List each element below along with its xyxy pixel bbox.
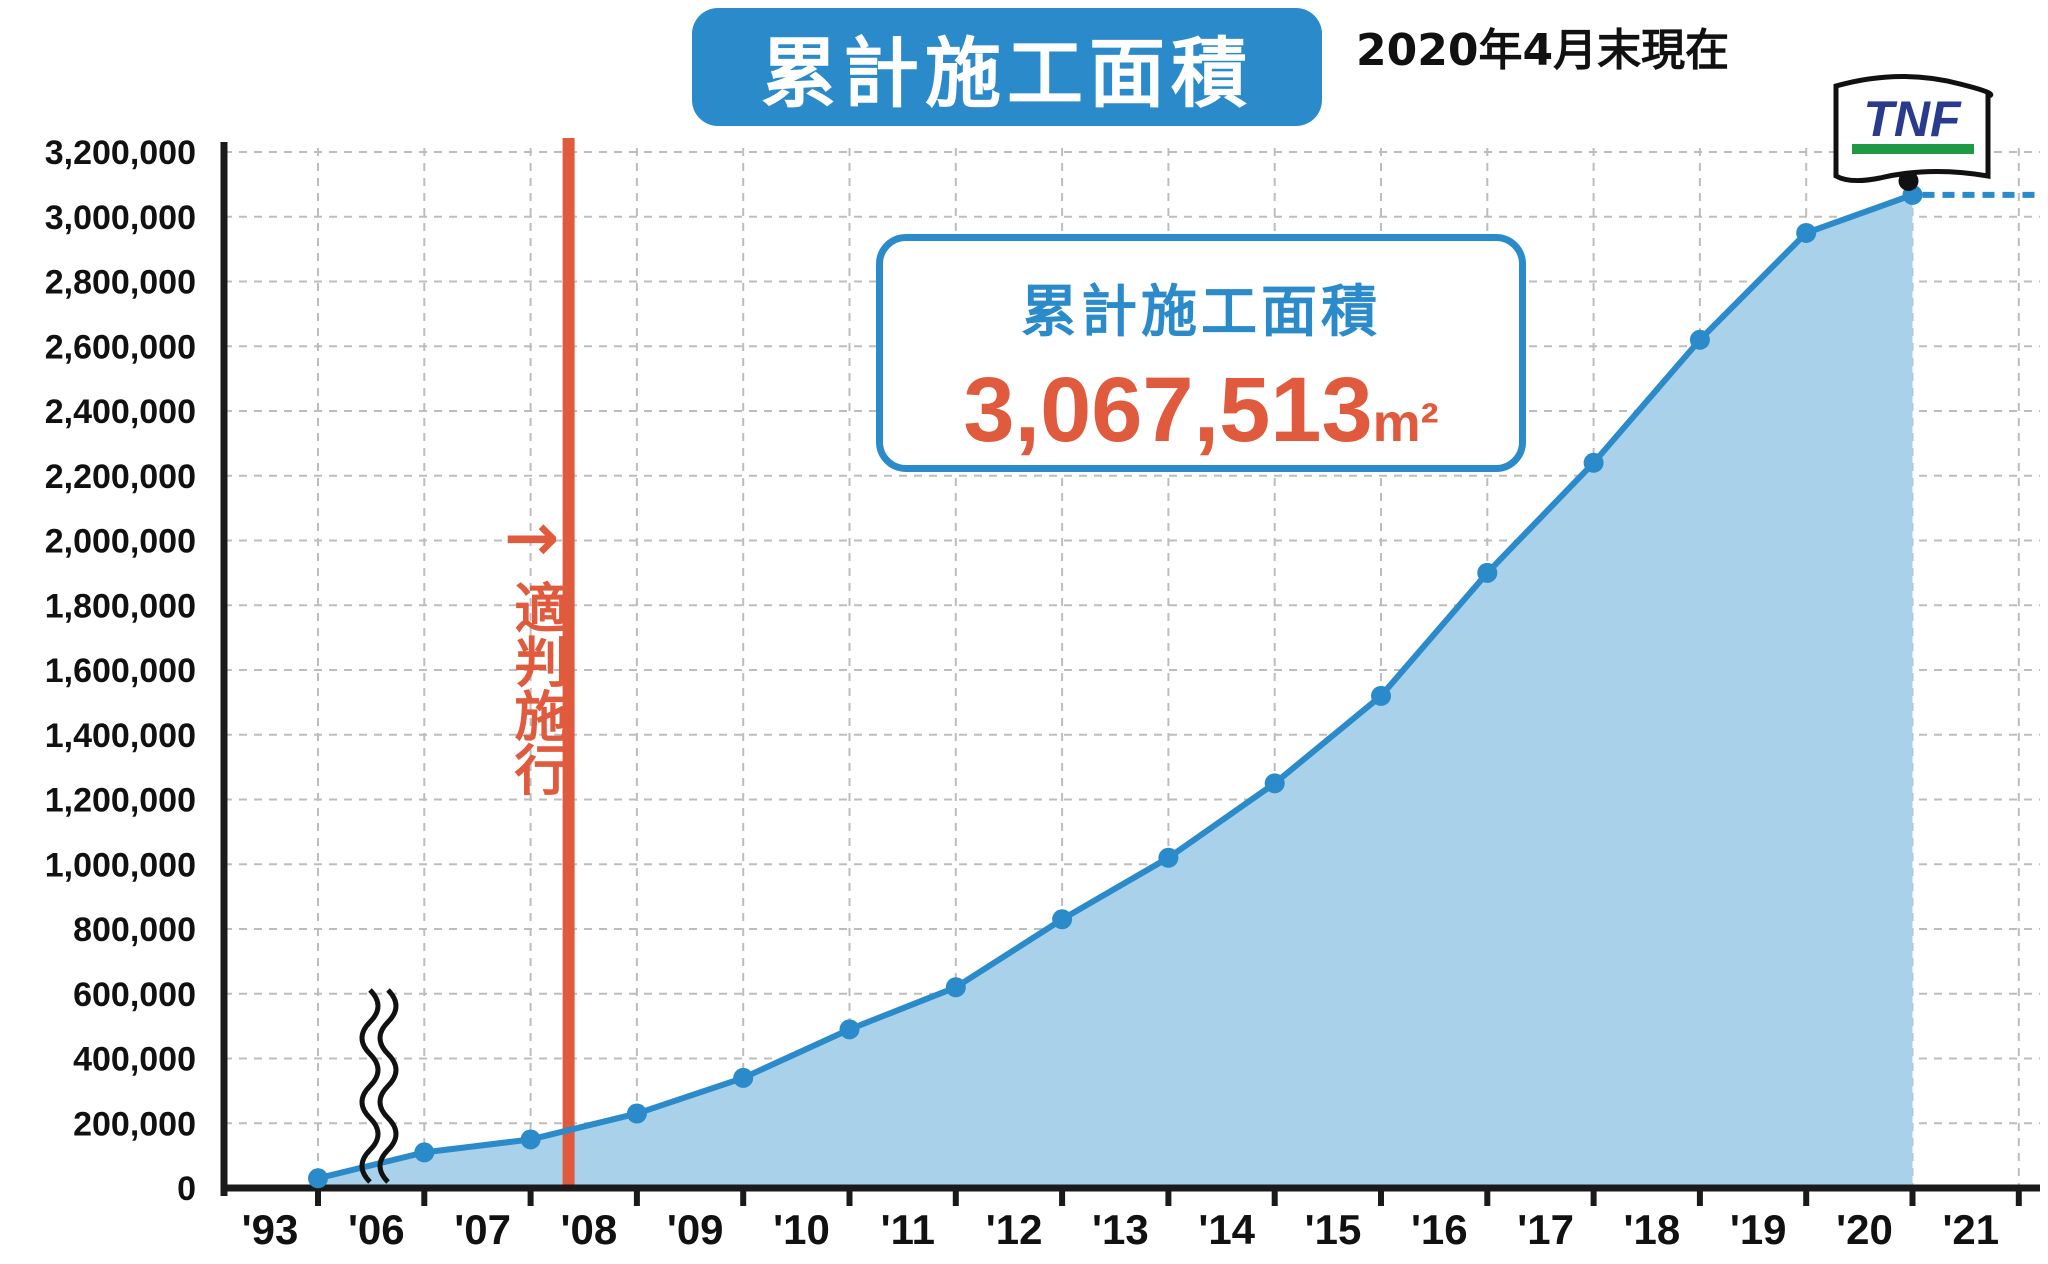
data-point — [839, 1019, 860, 1040]
as-of-date: 2020年4月末現在 — [1356, 25, 1730, 76]
x-tick-label: '10 — [773, 1206, 830, 1253]
tnf-logo-text: TNF — [1863, 91, 1962, 147]
x-tick-label: '16 — [1411, 1206, 1468, 1253]
data-point — [626, 1103, 647, 1124]
area-fill-shape — [318, 194, 1913, 1188]
y-tick-label: 1,800,000 — [45, 587, 196, 625]
x-tick-label: '06 — [348, 1206, 405, 1253]
axis-break-mark — [359, 988, 381, 1184]
data-point — [1158, 847, 1179, 868]
data-point — [1371, 685, 1391, 706]
y-tick-label: 3,000,000 — [45, 199, 196, 237]
x-tick-label: '08 — [561, 1206, 618, 1253]
x-tick-label: '17 — [1517, 1206, 1574, 1253]
y-tick-label: 600,000 — [73, 976, 196, 1014]
y-tick-label: 2,400,000 — [45, 393, 196, 431]
total-callout: 累計施工面積 3,067,513m² — [876, 234, 1526, 472]
callout-unit: m² — [1372, 393, 1439, 453]
y-tick-label: 400,000 — [73, 1041, 196, 1079]
callout-value: 3,067,513 — [963, 359, 1373, 461]
data-point — [1264, 773, 1285, 794]
x-tick-label: '21 — [1942, 1206, 1999, 1253]
x-tick-label: '14 — [1198, 1206, 1255, 1253]
data-point — [1052, 909, 1073, 930]
data-point — [1583, 452, 1604, 473]
data-point — [1689, 329, 1710, 350]
chart-title: 累計施工面積 — [761, 29, 1253, 118]
y-tick-label: 1,200,000 — [45, 782, 196, 820]
y-tick-label: 0 — [177, 1170, 196, 1208]
series-line-group — [317, 191, 2040, 1182]
data-point — [414, 1142, 435, 1163]
y-tick-label: 2,200,000 — [45, 458, 196, 496]
x-tick-label: '09 — [667, 1206, 724, 1253]
axis-break-mark — [377, 988, 399, 1184]
flag-cloth — [1833, 74, 1994, 184]
data-point — [945, 977, 966, 998]
data-point — [1796, 222, 1817, 243]
area-fill — [318, 194, 1913, 1188]
y-tick-label: 1,400,000 — [45, 717, 196, 755]
data-points — [308, 184, 1923, 1189]
callout-label: 累計施工面積 — [1021, 280, 1381, 345]
y-tick-label: 2,800,000 — [45, 264, 196, 302]
y-tick-label: 2,600,000 — [45, 328, 196, 366]
chart-title-box: 累計施工面積 — [692, 8, 1322, 126]
x-tick-label: '20 — [1836, 1206, 1893, 1253]
y-tick-label: 800,000 — [73, 911, 196, 949]
x-tick-label: '11 — [881, 1206, 935, 1253]
event-label: 適判施行 — [505, 580, 568, 796]
y-tick-label: 200,000 — [73, 1105, 196, 1143]
x-tick-label: '15 — [1305, 1206, 1362, 1253]
x-tick-label: '13 — [1092, 1206, 1149, 1253]
y-tick-label: 1,600,000 — [45, 652, 196, 690]
series-line — [317, 192, 1914, 1182]
data-point — [308, 1168, 328, 1189]
axes — [220, 142, 2040, 1206]
flag-green-stripe — [1852, 144, 1974, 154]
tnf-flag-group: TNF — [1833, 74, 1994, 191]
callout-value-row: 3,067,513m² — [883, 356, 1519, 463]
data-point — [733, 1067, 754, 1088]
right-arrow-icon: → — [504, 499, 560, 576]
y-tick-label: 2,000,000 — [45, 523, 196, 561]
tick-labels: 0 200,000 400,000 600,000 800,000 1,000,000 1,… — [45, 134, 1999, 1253]
y-tick-label: 3,200,000 — [45, 134, 196, 172]
y-tick-label: 1,000,000 — [45, 846, 196, 884]
x-tick-label: '19 — [1730, 1206, 1787, 1253]
x-tick-label: '18 — [1624, 1206, 1681, 1253]
x-tick-label: '12 — [986, 1206, 1043, 1253]
data-point — [520, 1129, 541, 1150]
x-tick-label: '07 — [454, 1206, 511, 1253]
x-tick-label: '93 — [242, 1206, 299, 1253]
data-point — [1477, 562, 1498, 583]
